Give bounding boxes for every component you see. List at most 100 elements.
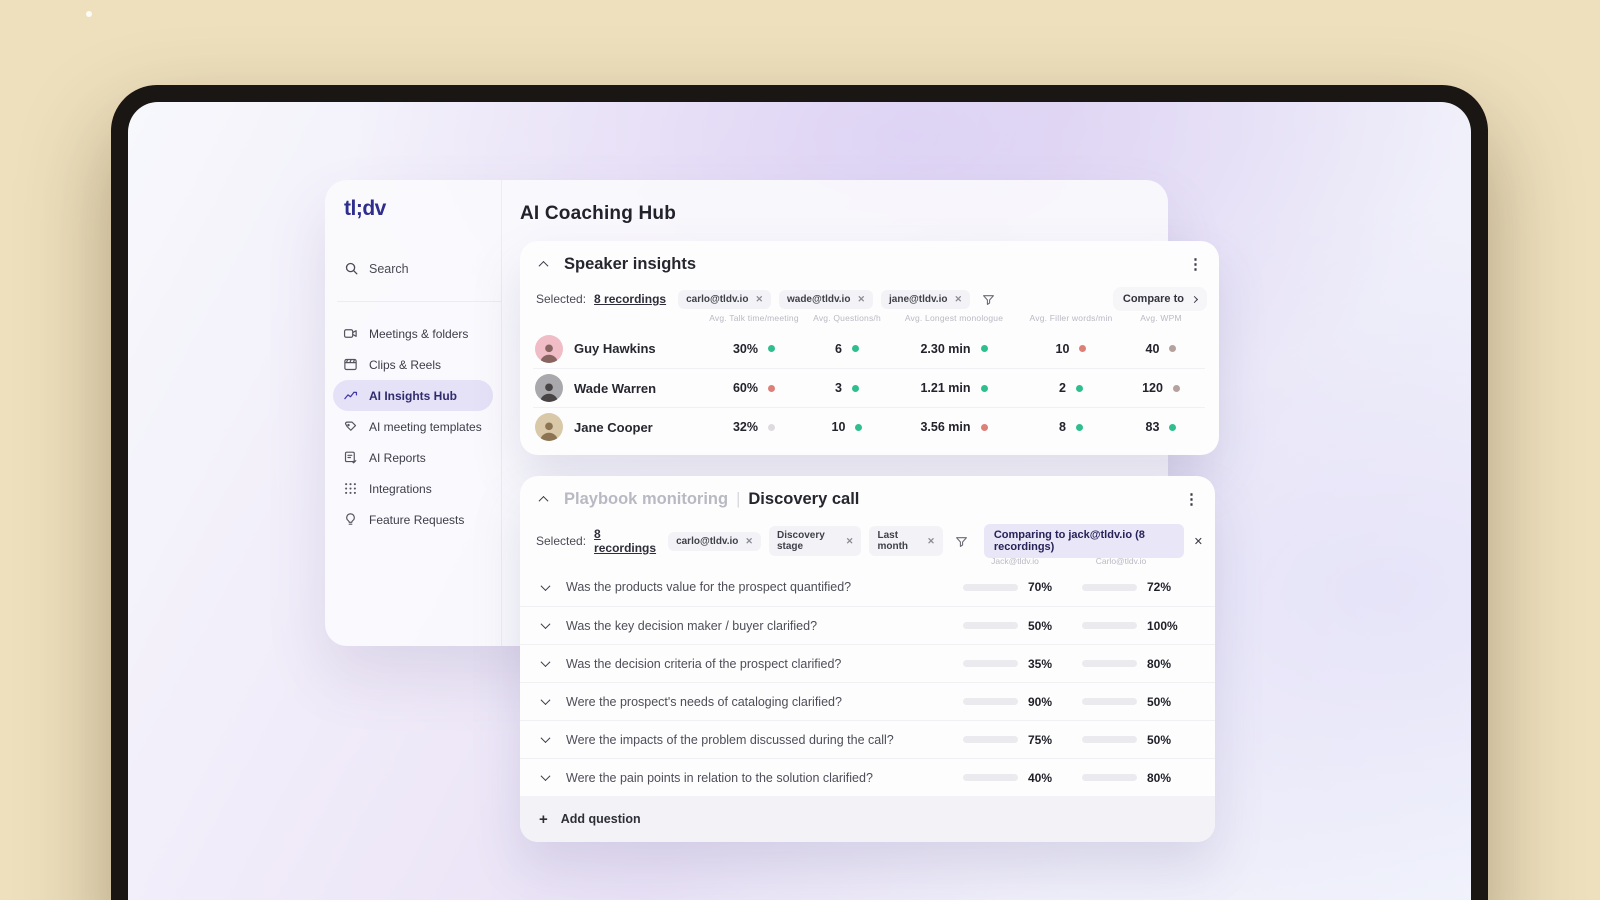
status-dot: [1075, 384, 1083, 392]
status-dot: [1169, 345, 1177, 352]
status-dot: [980, 345, 988, 352]
progress-value: 90%: [1028, 694, 1053, 709]
collapse-chevron-up-icon[interactable]: [536, 260, 550, 271]
expand-chevron-down-icon[interactable]: [538, 657, 552, 668]
filter-funnel-icon[interactable]: [982, 293, 995, 306]
progress-right: 80%: [1082, 771, 1187, 785]
question-row[interactable]: Were the impacts of the problem discusse…: [520, 720, 1215, 758]
question-row[interactable]: Was the decision criteria of the prospec…: [520, 644, 1215, 682]
metric-value: 3: [835, 381, 842, 395]
close-icon[interactable]: ✕: [745, 535, 753, 546]
close-icon[interactable]: ✕: [927, 535, 935, 546]
sidebar-item-ai-reports[interactable]: AI Reports: [333, 442, 493, 473]
filter-funnel-icon[interactable]: [955, 535, 968, 548]
filter-chip[interactable]: wade@tldv.io ✕: [778, 289, 873, 309]
progress-track: [963, 583, 1018, 591]
question-row[interactable]: Was the products value for the prospect …: [520, 568, 1215, 606]
kebab-menu-icon[interactable]: ⋮: [1184, 491, 1199, 508]
question-text: Were the pain points in relation to the …: [566, 770, 873, 785]
filter-chip[interactable]: Discovery stage ✕: [768, 526, 862, 556]
metric-value: 32%: [732, 420, 759, 434]
sidebar-item-integrations[interactable]: Integrations: [333, 473, 493, 504]
question-row[interactable]: Were the pain points in relation to the …: [520, 758, 1215, 796]
metric-value: 6: [835, 341, 842, 356]
metric-value: 1.21 min: [920, 381, 971, 395]
progress-right: 80%: [1082, 657, 1187, 671]
question-text: Were the prospect's needs of cataloging …: [566, 694, 842, 709]
tldv-logo[interactable]: tl;dv: [344, 197, 386, 220]
status-dot: [851, 384, 859, 392]
progress-track: [1082, 774, 1137, 781]
sidebar-item-label: AI Reports: [369, 450, 426, 465]
selected-recordings-link[interactable]: 8 recordings: [594, 292, 667, 306]
expand-chevron-down-icon[interactable]: [538, 580, 552, 591]
progress-value: 72%: [1147, 580, 1172, 594]
progress-value: 70%: [1028, 580, 1053, 594]
close-icon[interactable]: ✕: [845, 535, 854, 546]
status-dot: [768, 345, 776, 352]
screen: AI Coaching Hub tl;dv Search Meetings & …: [128, 102, 1471, 900]
laptop-frame: AI Coaching Hub tl;dv Search Meetings & …: [111, 85, 1488, 900]
sidebar-item-label: AI meeting templates: [369, 419, 482, 434]
progress-track: [963, 736, 1018, 743]
avatar: [535, 374, 563, 402]
lightbulb-icon: [343, 512, 358, 527]
chip-label: Discovery stage: [776, 530, 825, 552]
sidebar-divider: [337, 301, 501, 302]
avatar: [535, 413, 563, 441]
progress-left: 90%: [963, 695, 1068, 709]
sidebar-menu: Meetings & folders Clips & Reels AI Insi…: [333, 318, 493, 535]
expand-chevron-down-icon[interactable]: [538, 771, 552, 782]
close-icon[interactable]: ✕: [755, 293, 763, 304]
status-dot: [768, 384, 776, 392]
question-row[interactable]: Were the prospect's needs of cataloging …: [520, 682, 1215, 720]
search-icon: [344, 261, 359, 276]
expand-chevron-down-icon[interactable]: [538, 733, 552, 744]
chip-label: carlo@tldv.io: [686, 293, 749, 305]
filter-chip[interactable]: Last month ✕: [869, 526, 943, 556]
column-header: Avg. Talk time/meeting: [709, 313, 799, 323]
sidebar-item-meetings-folders[interactable]: Meetings & folders: [333, 318, 493, 349]
sidebar-item-ai-meeting-templates[interactable]: AI meeting templates: [333, 411, 493, 442]
collapse-chevron-up-icon[interactable]: [536, 495, 550, 506]
speaker-insights-card: Speaker insights ⋮ Selected: 8 recording…: [520, 241, 1219, 455]
expand-chevron-down-icon[interactable]: [538, 619, 552, 630]
table-row: Jane Cooper 32% 10 3.56 min 8 83: [533, 407, 1205, 446]
expand-chevron-down-icon[interactable]: [538, 695, 552, 706]
plus-icon: +: [539, 810, 548, 828]
column-header: Avg. Questions/h: [813, 313, 881, 323]
speaker-name: Jane Cooper: [574, 419, 653, 435]
close-icon[interactable]: ✕: [857, 293, 865, 304]
close-icon[interactable]: ✕: [954, 293, 963, 304]
metric-value: 60%: [732, 381, 759, 395]
progress-track: [1082, 698, 1137, 705]
metric-value: 2.30 min: [920, 341, 971, 356]
progress-right: 50%: [1082, 733, 1187, 747]
status-dot: [1172, 384, 1180, 392]
filter-chip[interactable]: jane@tldv.io ✕: [881, 289, 971, 309]
close-icon[interactable]: ✕: [1193, 535, 1203, 548]
line-chart-icon: [343, 388, 358, 403]
status-dot: [855, 423, 863, 431]
filter-chip[interactable]: carlo@tldv.io ✕: [668, 531, 761, 551]
add-question-button[interactable]: + Add question: [520, 796, 1215, 842]
speaker-table: Guy Hawkins 30% 6 2.30 min 10 40 Wade Wa…: [533, 329, 1205, 446]
question-text: Was the products value for the prospect …: [566, 580, 852, 594]
kebab-menu-icon[interactable]: ⋮: [1188, 256, 1203, 273]
selected-recordings-link[interactable]: 8 recordings: [594, 527, 657, 555]
video-camera-icon: [343, 326, 358, 341]
playbook-title-main: Discovery call: [748, 489, 860, 508]
search-button[interactable]: Search: [344, 261, 409, 276]
question-row[interactable]: Was the key decision maker / buyer clari…: [520, 606, 1215, 644]
playbook-filter-row: Selected: 8 recordings carlo@tldv.io ✕ D…: [536, 524, 1203, 558]
filter-chip[interactable]: carlo@tldv.io ✕: [678, 289, 771, 309]
progress-track: [963, 698, 1018, 705]
compare-to-button[interactable]: Compare to: [1112, 287, 1207, 311]
sidebar-item-feature-requests[interactable]: Feature Requests: [333, 504, 493, 535]
metric-value: 30%: [732, 341, 759, 356]
sidebar-item-clips-reels[interactable]: Clips & Reels: [333, 349, 493, 380]
sidebar-item-label: Meetings & folders: [369, 326, 469, 341]
sidebar-item-ai-insights-hub[interactable]: AI Insights Hub: [333, 380, 493, 411]
speaker-name: Wade Warren: [574, 380, 657, 396]
compare-to-label: Compare to: [1122, 293, 1184, 305]
